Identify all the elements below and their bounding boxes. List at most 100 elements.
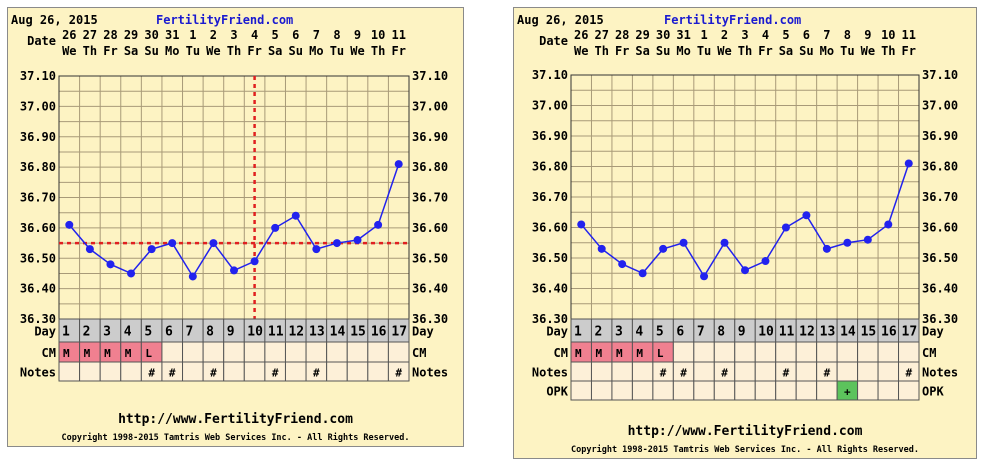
- days-value: 2: [594, 325, 602, 340]
- weekday-tick: Tu: [840, 44, 854, 58]
- temperature-point: [209, 239, 218, 248]
- cm-cell: [754, 341, 777, 363]
- temperature-point: [312, 245, 321, 254]
- notes-cell: [223, 361, 245, 382]
- temperature-point: [374, 220, 383, 229]
- temperature-line: [68, 163, 400, 278]
- cm-cell: [161, 341, 184, 363]
- date-tick: 9: [354, 28, 361, 42]
- days-value: 3: [103, 325, 111, 340]
- notes-value: #: [395, 367, 402, 380]
- y-tick-right: 36.80: [922, 160, 958, 174]
- y-tick-left: 36.40: [532, 282, 568, 296]
- cm-cell: [816, 341, 838, 363]
- weekday-tick: Fr: [391, 44, 405, 58]
- days-value: 17: [902, 325, 918, 340]
- weekday-tick: Su: [799, 44, 813, 58]
- y-tick-right: 36.60: [922, 221, 958, 235]
- days-value: 4: [635, 325, 643, 340]
- opk-cell: [898, 380, 920, 401]
- days-value: 6: [676, 325, 684, 340]
- date-tick: 2: [210, 28, 217, 42]
- temperature-point: [106, 260, 115, 269]
- notes-value: #: [210, 367, 217, 380]
- cm-cell: [857, 341, 879, 363]
- notes-cell: [346, 361, 369, 382]
- weekday-tick: Th: [881, 44, 895, 58]
- date-tick: 11: [902, 28, 916, 42]
- opk-value: +: [844, 386, 851, 399]
- opk-cell: [857, 380, 879, 401]
- date-tick: 10: [371, 28, 385, 42]
- notes-row-label: Notes: [20, 366, 56, 380]
- date-tick: 1: [700, 28, 707, 42]
- date-label: Date: [27, 34, 56, 48]
- cm-value: L: [657, 347, 664, 360]
- days-value: 15: [350, 325, 366, 340]
- date-tick: 5: [782, 28, 789, 42]
- days-value: 16: [881, 325, 897, 340]
- y-tick-right: 36.30: [412, 312, 448, 326]
- cm-value: M: [104, 347, 111, 360]
- y-tick-right: 37.10: [922, 68, 958, 82]
- notes-cell: [877, 361, 900, 382]
- notes-row-label: Notes: [532, 366, 568, 380]
- notes-cell: [836, 361, 859, 382]
- temperature-line: [580, 163, 910, 278]
- cm-row-label: CM: [42, 346, 56, 360]
- cm-cell: [713, 341, 736, 363]
- days-value: 16: [371, 325, 387, 340]
- cm-cell: [672, 341, 695, 363]
- cm-value: M: [616, 347, 623, 360]
- date-tick: 29: [635, 28, 649, 42]
- days-value: 14: [840, 325, 856, 340]
- date-tick: 4: [251, 28, 258, 42]
- y-tick-left: 36.80: [532, 160, 568, 174]
- days-value: 7: [186, 325, 194, 340]
- weekday-tick: Fr: [902, 44, 916, 58]
- date-tick: 3: [230, 28, 237, 42]
- weekday-tick: We: [574, 44, 588, 58]
- days-row-label-right: Day: [412, 325, 434, 339]
- y-tick-right: 36.70: [412, 191, 448, 205]
- notes-cell: [734, 361, 756, 382]
- temperature-point: [720, 238, 729, 247]
- cm-value: M: [575, 347, 582, 360]
- temperature-point: [802, 211, 811, 220]
- days-value: 13: [309, 325, 325, 340]
- temperature-point: [168, 239, 177, 248]
- y-tick-left: 36.30: [532, 312, 568, 326]
- notes-row-label-right: Notes: [412, 366, 448, 380]
- y-tick-left: 37.00: [532, 99, 568, 113]
- opk-cell: [734, 380, 756, 401]
- date-tick: 30: [656, 28, 670, 42]
- notes-value: #: [721, 367, 728, 380]
- notes-cell: [243, 361, 266, 382]
- temperature-point: [863, 235, 872, 244]
- y-tick-left: 36.90: [20, 130, 56, 144]
- days-value: 14: [330, 325, 346, 340]
- copyright: Copyright 1998-2015 Tamtris Web Services…: [62, 432, 410, 443]
- temperature-point: [700, 272, 709, 281]
- weekday-tick: Th: [227, 44, 241, 58]
- days-value: 12: [288, 325, 304, 340]
- y-tick-left: 36.30: [20, 312, 56, 326]
- date-tick: 6: [292, 28, 299, 42]
- temperature-point: [127, 269, 136, 278]
- weekday-tick: Fr: [758, 44, 772, 58]
- notes-value: #: [680, 367, 687, 380]
- temperature-point: [271, 223, 280, 232]
- y-tick-left: 36.50: [532, 251, 568, 265]
- weekday-tick: Tu: [186, 44, 200, 58]
- date-tick: 27: [594, 28, 608, 42]
- site-url: http://www.FertilityFriend.com: [118, 412, 353, 427]
- notes-cell: [631, 361, 654, 382]
- date-tick: 6: [803, 28, 810, 42]
- y-tick-left: 36.50: [20, 251, 56, 265]
- date-tick: 31: [165, 28, 179, 42]
- temperature-point: [659, 244, 668, 253]
- weekday-tick: Mo: [165, 44, 179, 58]
- opk-cell: [611, 380, 633, 401]
